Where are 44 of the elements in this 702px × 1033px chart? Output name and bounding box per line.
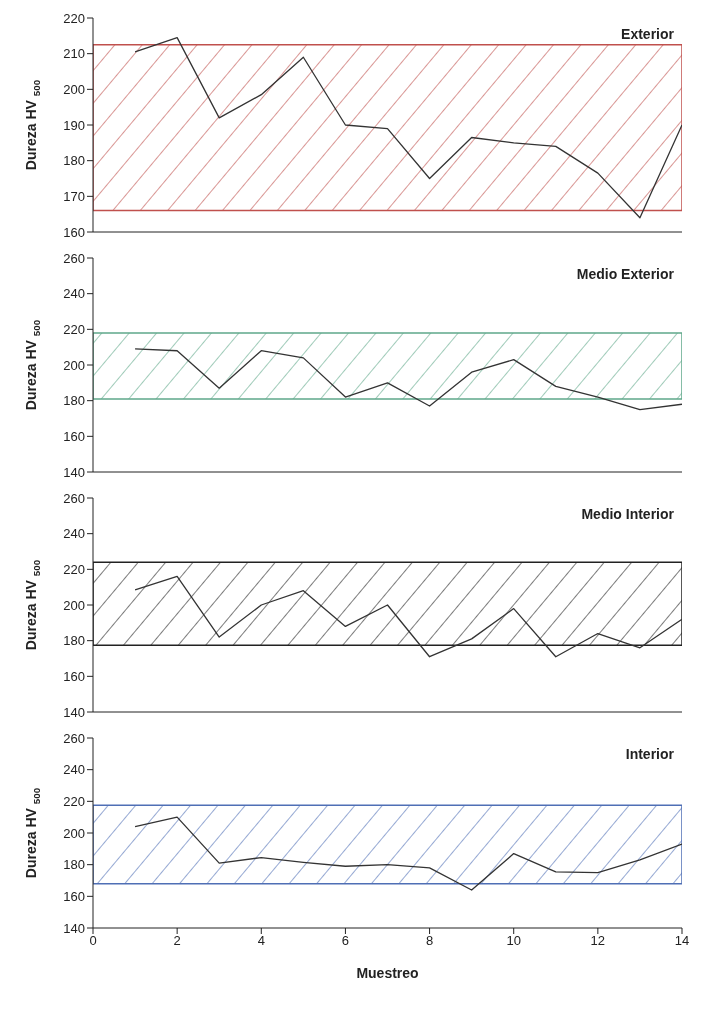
y-tick-label: 200 <box>63 81 85 97</box>
text: Interior <box>625 746 674 762</box>
y-tick-label: 160 <box>63 888 85 904</box>
y-tick-label: 210 <box>63 46 85 62</box>
y-tick-label: 240 <box>63 526 85 542</box>
x-tick-label: 14 <box>674 933 690 949</box>
y-tick-label: 180 <box>63 857 85 873</box>
y-tick-label: 220 <box>63 561 85 577</box>
y-tick-label: 260 <box>63 730 85 746</box>
y-tick-label: 240 <box>63 762 85 778</box>
text: Exterior <box>621 26 674 42</box>
y-tick-label: 170 <box>63 188 85 204</box>
line-series <box>134 816 682 891</box>
x-tick-label: 4 <box>257 933 265 949</box>
y-tick-label: 140 <box>63 704 85 720</box>
y-tick-label: 140 <box>63 464 85 480</box>
x-tick-label: 2 <box>173 933 181 949</box>
y-tick-label: 180 <box>63 153 85 169</box>
y-tick-label: 180 <box>63 633 85 649</box>
y-tick-label: 220 <box>63 793 85 809</box>
y-tick-label: 160 <box>63 428 85 444</box>
x-tick-label: 10 <box>506 933 521 949</box>
text: Medio Exterior <box>576 266 674 282</box>
y-tick-label: 260 <box>63 490 85 506</box>
x-tick-label: 6 <box>341 933 350 949</box>
y-tick-label: 260 <box>63 250 85 266</box>
y-tick-label: 240 <box>63 286 85 302</box>
y-tick-label: 220 <box>63 10 85 26</box>
x-axis-title: Muestreo <box>356 965 419 981</box>
line-series <box>134 348 682 411</box>
x-tick-label: 12 <box>590 933 606 949</box>
x-tick-label: 8 <box>425 933 434 949</box>
x-tick-label: 0 <box>89 933 97 949</box>
y-tick-label: 140 <box>63 920 85 936</box>
y-tick-label: 200 <box>63 825 85 841</box>
text: Medio Interior <box>581 506 674 522</box>
y-tick-label: 160 <box>63 668 85 684</box>
y-tick-label: 220 <box>63 321 85 337</box>
y-tick-label: 160 <box>63 224 85 240</box>
y-tick-label: 190 <box>63 117 85 133</box>
line-series <box>134 575 682 658</box>
y-tick-label: 200 <box>63 357 85 373</box>
y-tick-label: 180 <box>63 393 85 409</box>
y-tick-label: 200 <box>63 597 85 613</box>
